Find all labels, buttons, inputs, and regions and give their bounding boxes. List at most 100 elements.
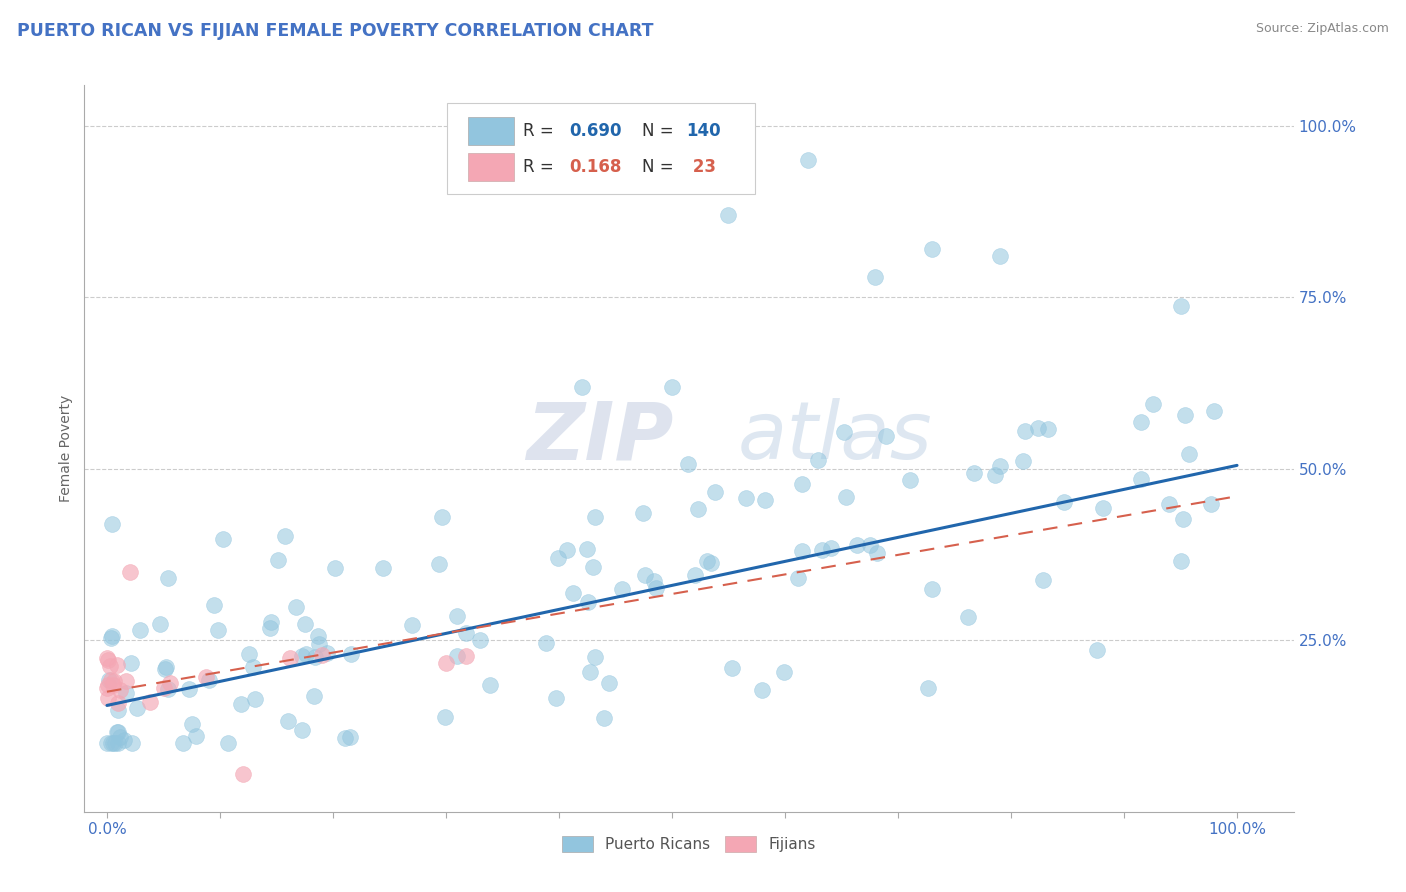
- Point: [735, 491, 758, 505]
- Point: [155, 660, 177, 674]
- Point: [181, 717, 204, 731]
- Point: [277, 714, 299, 728]
- Point: [149, 616, 172, 631]
- Point: [316, 646, 339, 660]
- Point: [371, 561, 394, 575]
- Point: [101, 629, 124, 643]
- Text: R =: R =: [523, 121, 560, 139]
- Point: [957, 610, 980, 624]
- Point: [285, 600, 308, 615]
- Point: [153, 681, 176, 696]
- Point: [295, 647, 318, 661]
- Point: [159, 676, 181, 690]
- Point: [454, 625, 477, 640]
- Point: [177, 681, 200, 696]
- Point: [291, 723, 314, 737]
- Text: ZIP: ZIP: [526, 399, 673, 476]
- Text: 140: 140: [686, 121, 721, 139]
- Point: [1129, 472, 1152, 486]
- Point: [988, 458, 1011, 473]
- Point: [835, 490, 858, 504]
- Point: [631, 506, 654, 520]
- Point: [696, 554, 718, 568]
- Point: [184, 729, 207, 743]
- Bar: [468, 153, 513, 181]
- Point: [112, 732, 135, 747]
- Point: [195, 670, 218, 684]
- Point: [339, 731, 361, 745]
- FancyBboxPatch shape: [447, 103, 755, 194]
- Point: [339, 648, 361, 662]
- Point: [198, 673, 221, 688]
- Point: [898, 473, 921, 487]
- Point: [1171, 512, 1194, 526]
- Y-axis label: Female Poverty: Female Poverty: [59, 394, 73, 502]
- Point: [921, 582, 943, 596]
- Point: [129, 623, 152, 637]
- Point: [699, 556, 721, 570]
- Point: [721, 661, 744, 675]
- Point: [790, 544, 813, 558]
- Point: [259, 621, 281, 635]
- Point: [544, 690, 567, 705]
- Point: [875, 428, 897, 442]
- Point: [643, 574, 665, 588]
- Point: [127, 701, 149, 715]
- Point: [832, 425, 855, 439]
- Point: [561, 586, 583, 600]
- Point: [108, 683, 131, 698]
- Point: [427, 558, 450, 572]
- Point: [754, 493, 776, 508]
- Point: [97, 678, 120, 692]
- Point: [323, 561, 346, 575]
- Point: [921, 243, 943, 257]
- Point: [107, 736, 129, 750]
- Point: [238, 647, 260, 661]
- Point: [820, 541, 842, 555]
- Point: [114, 686, 136, 700]
- Point: [773, 665, 796, 679]
- Point: [811, 542, 834, 557]
- Point: [100, 631, 122, 645]
- Point: [751, 683, 773, 698]
- Point: [1199, 497, 1222, 511]
- Point: [1130, 416, 1153, 430]
- Point: [1092, 501, 1115, 516]
- Point: [120, 656, 142, 670]
- Point: [153, 662, 176, 676]
- Point: [96, 651, 118, 665]
- Point: [858, 538, 880, 552]
- Point: [446, 609, 468, 624]
- Point: [100, 736, 122, 750]
- Point: [807, 453, 830, 467]
- Point: [107, 697, 129, 711]
- Point: [583, 649, 606, 664]
- Point: [1174, 409, 1197, 423]
- Point: [984, 468, 1007, 483]
- Point: [786, 571, 808, 585]
- Point: [217, 736, 239, 750]
- Point: [232, 767, 254, 781]
- Point: [434, 710, 457, 724]
- Point: [243, 691, 266, 706]
- Point: [96, 681, 118, 695]
- Point: [118, 565, 141, 579]
- Text: N =: N =: [641, 121, 679, 139]
- Point: [267, 553, 290, 567]
- Point: [683, 568, 706, 582]
- Point: [105, 658, 128, 673]
- Point: [157, 572, 180, 586]
- Point: [534, 636, 557, 650]
- Point: [704, 484, 727, 499]
- Point: [231, 698, 253, 712]
- Point: [478, 678, 501, 692]
- Point: [583, 510, 606, 524]
- Point: [333, 731, 356, 746]
- Point: [576, 595, 599, 609]
- Text: 0.690: 0.690: [569, 121, 621, 139]
- Point: [98, 673, 121, 687]
- Point: [294, 617, 316, 632]
- Point: [917, 681, 939, 695]
- Point: [97, 653, 120, 667]
- Text: atlas: atlas: [737, 399, 932, 476]
